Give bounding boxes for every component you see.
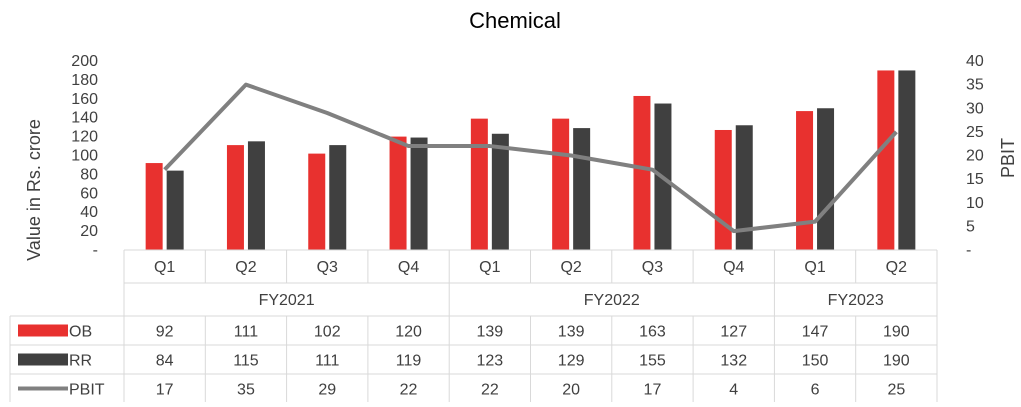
y-tick-label: 120	[71, 129, 98, 146]
bar-ob	[552, 118, 570, 251]
data-label: 6	[811, 382, 820, 399]
data-label: 147	[802, 324, 829, 341]
bar-rr	[247, 141, 265, 250]
bar-rr	[410, 137, 428, 250]
bar-rr	[898, 70, 916, 250]
category-label: Q2	[886, 259, 907, 276]
data-label: 25	[887, 382, 905, 399]
data-label: 139	[558, 324, 585, 341]
y2-tick-label: 15	[966, 171, 984, 188]
y2-tick-label: 35	[966, 77, 984, 94]
y-tick-label: 20	[80, 223, 98, 240]
bar-ob	[714, 129, 732, 250]
data-label: 92	[156, 324, 174, 341]
bar-ob	[226, 145, 244, 250]
category-label: Q1	[479, 259, 500, 276]
y-tick-label: 180	[71, 72, 98, 89]
category-label: Q3	[642, 259, 663, 276]
y-axis-label: Value in Rs. crore	[24, 119, 44, 261]
y-tick-label: -	[93, 242, 98, 259]
bar-ob	[308, 153, 326, 250]
data-label: 22	[400, 382, 418, 399]
bar-rr	[329, 145, 347, 250]
group-label: FY2022	[584, 292, 640, 309]
data-label: 127	[720, 324, 747, 341]
data-label: 190	[883, 353, 910, 370]
group-label: FY2021	[259, 292, 315, 309]
category-label: Q1	[804, 259, 825, 276]
category-label: Q2	[235, 259, 256, 276]
y-tick-label: 140	[71, 110, 98, 127]
data-label: 163	[639, 324, 666, 341]
data-label: 17	[644, 382, 662, 399]
y-tick-label: 160	[71, 91, 98, 108]
legend-key-ob	[18, 324, 68, 337]
y-tick-label: 40	[80, 204, 98, 221]
category-label: Q3	[317, 259, 338, 276]
y2-tick-label: 5	[966, 218, 975, 235]
data-label: 22	[481, 382, 499, 399]
category-label: Q2	[560, 259, 581, 276]
y2-axis-label: PBIT	[998, 138, 1018, 178]
bar-ob	[470, 118, 488, 251]
bar-ob	[389, 136, 407, 250]
data-label: 150	[802, 353, 829, 370]
chart-title: Chemical	[469, 8, 561, 33]
data-label: 29	[318, 382, 336, 399]
legend-label: OB	[69, 324, 92, 341]
y-tick-label: 60	[80, 185, 98, 202]
y-tick-label: 100	[71, 148, 98, 165]
bar-rr	[735, 125, 753, 250]
data-label: 20	[562, 382, 580, 399]
y-tick-label: 80	[80, 166, 98, 183]
category-label: Q1	[154, 259, 175, 276]
data-label: 115	[233, 353, 259, 370]
bar-rr	[166, 170, 184, 250]
data-label: 190	[883, 324, 910, 341]
data-label: 119	[396, 353, 422, 370]
data-label: 102	[314, 324, 341, 341]
data-label: 4	[729, 382, 738, 399]
y2-tick-label: 25	[966, 124, 984, 141]
bar-rr	[573, 128, 591, 250]
data-label: 132	[720, 353, 747, 370]
data-label: 17	[156, 382, 174, 399]
bar-ob	[796, 111, 814, 251]
data-label: 139	[476, 324, 503, 341]
y2-tick-label: 40	[966, 53, 984, 70]
y-tick-label: 200	[71, 53, 98, 70]
legend-label: PBIT	[69, 382, 105, 399]
bar-rr	[491, 133, 509, 250]
data-label: 111	[315, 353, 339, 370]
data-label: 111	[234, 324, 258, 341]
data-label: 155	[639, 353, 666, 370]
y2-tick-label: 10	[966, 195, 984, 212]
bar-rr	[817, 108, 835, 250]
data-label: 129	[558, 353, 585, 370]
legend-key-rr	[18, 353, 68, 366]
y2-tick-label: 20	[966, 148, 984, 165]
category-label: Q4	[398, 259, 419, 276]
data-label: 120	[395, 324, 422, 341]
y2-tick-label: -	[966, 242, 971, 259]
bar-ob	[877, 70, 895, 250]
data-label: 35	[237, 382, 255, 399]
category-label: Q4	[723, 259, 744, 276]
bar-ob	[633, 95, 651, 250]
line-pbit	[163, 82, 898, 234]
y2-tick-label: 30	[966, 100, 984, 117]
group-label: FY2023	[828, 292, 884, 309]
legend-label: RR	[69, 353, 92, 370]
data-label: 84	[156, 353, 174, 370]
data-label: 123	[476, 353, 503, 370]
bar-ob	[145, 163, 163, 250]
